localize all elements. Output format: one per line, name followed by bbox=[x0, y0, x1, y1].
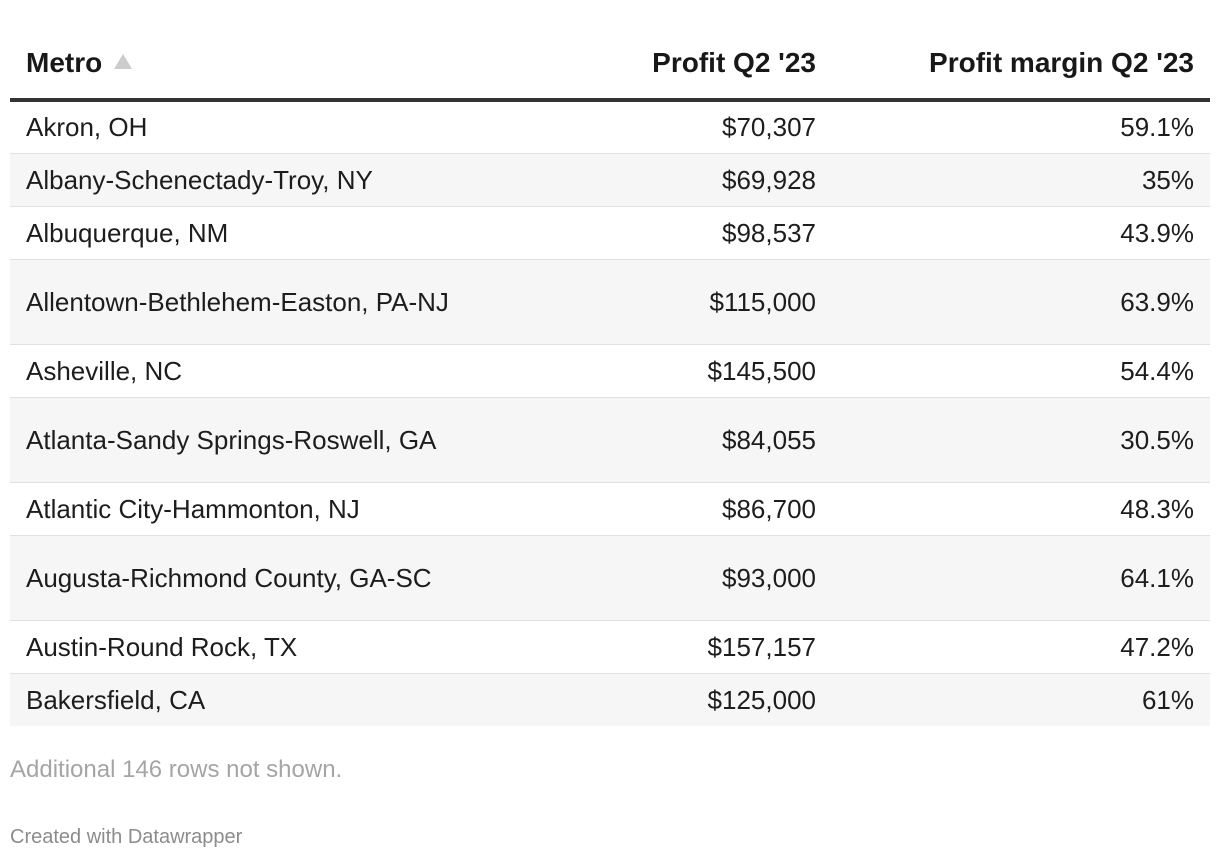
column-header-metro[interactable]: Metro bbox=[10, 28, 470, 102]
table-row: Atlanta-Sandy Springs-Roswell, GA $84,05… bbox=[10, 397, 1210, 483]
margin-cell: 63.9% bbox=[832, 259, 1210, 345]
metro-cell: Akron, OH bbox=[10, 100, 470, 154]
header-row: Metro Profit Q2 '23 Profit margin Q2 '23 bbox=[10, 28, 1210, 102]
datawrapper-credit: Created with Datawrapper bbox=[10, 826, 243, 848]
margin-cell: 30.5% bbox=[832, 397, 1210, 483]
table-row: Bakersfield, CA $125,000 61% bbox=[10, 673, 1210, 726]
profit-cell: $93,000 bbox=[470, 535, 832, 621]
margin-cell: 35% bbox=[832, 153, 1210, 207]
metro-cell: Asheville, NC bbox=[10, 344, 470, 398]
table-row: Akron, OH $70,307 59.1% bbox=[10, 100, 1210, 154]
margin-cell: 43.9% bbox=[832, 206, 1210, 260]
data-table: Metro Profit Q2 '23 Profit margin Q2 '23… bbox=[10, 28, 1210, 726]
table-row: Albany-Schenectady-Troy, NY $69,928 35% bbox=[10, 153, 1210, 207]
metro-cell: Allentown-Bethlehem-Easton, PA-NJ bbox=[10, 259, 470, 345]
metro-cell: Bakersfield, CA bbox=[10, 673, 470, 726]
profit-cell: $145,500 bbox=[470, 344, 832, 398]
profit-cell: $86,700 bbox=[470, 482, 832, 536]
profit-cell: $157,157 bbox=[470, 620, 832, 674]
sort-ascending-icon bbox=[114, 54, 133, 69]
profit-cell: $115,000 bbox=[470, 259, 832, 345]
table-row: Atlantic City-Hammonton, NJ $86,700 48.3… bbox=[10, 482, 1210, 536]
margin-cell: 64.1% bbox=[832, 535, 1210, 621]
profit-cell: $70,307 bbox=[470, 100, 832, 154]
table-body: Akron, OH $70,307 59.1% Albany-Schenecta… bbox=[10, 100, 1210, 726]
metro-cell: Albuquerque, NM bbox=[10, 206, 470, 260]
column-header-profit-label: Profit Q2 '23 bbox=[652, 47, 816, 78]
profit-cell: $98,537 bbox=[470, 206, 832, 260]
table-row: Asheville, NC $145,500 54.4% bbox=[10, 344, 1210, 398]
margin-cell: 48.3% bbox=[832, 482, 1210, 536]
margin-cell: 47.2% bbox=[832, 620, 1210, 674]
table-row: Austin-Round Rock, TX $157,157 47.2% bbox=[10, 620, 1210, 674]
profit-cell: $125,000 bbox=[470, 673, 832, 726]
margin-cell: 54.4% bbox=[832, 344, 1210, 398]
table-row: Allentown-Bethlehem-Easton, PA-NJ $115,0… bbox=[10, 259, 1210, 345]
margin-cell: 61% bbox=[832, 673, 1210, 726]
profit-cell: $69,928 bbox=[470, 153, 832, 207]
profit-cell: $84,055 bbox=[470, 397, 832, 483]
table-row: Albuquerque, NM $98,537 43.9% bbox=[10, 206, 1210, 260]
metro-cell: Atlanta-Sandy Springs-Roswell, GA bbox=[10, 397, 470, 483]
metro-cell: Austin-Round Rock, TX bbox=[10, 620, 470, 674]
data-table-container: Metro Profit Q2 '23 Profit margin Q2 '23… bbox=[10, 28, 1210, 726]
column-header-profit[interactable]: Profit Q2 '23 bbox=[470, 28, 832, 102]
metro-cell: Atlantic City-Hammonton, NJ bbox=[10, 482, 470, 536]
column-header-margin-label: Profit margin Q2 '23 bbox=[929, 47, 1194, 78]
table-row: Augusta-Richmond County, GA-SC $93,000 6… bbox=[10, 535, 1210, 621]
column-header-margin[interactable]: Profit margin Q2 '23 bbox=[832, 28, 1210, 102]
metro-cell: Albany-Schenectady-Troy, NY bbox=[10, 153, 470, 207]
rows-hidden-note: Additional 146 rows not shown. bbox=[10, 756, 343, 783]
margin-cell: 59.1% bbox=[832, 100, 1210, 154]
table-header: Metro Profit Q2 '23 Profit margin Q2 '23 bbox=[10, 28, 1210, 102]
column-header-metro-label: Metro bbox=[26, 47, 103, 78]
metro-cell: Augusta-Richmond County, GA-SC bbox=[10, 535, 470, 621]
